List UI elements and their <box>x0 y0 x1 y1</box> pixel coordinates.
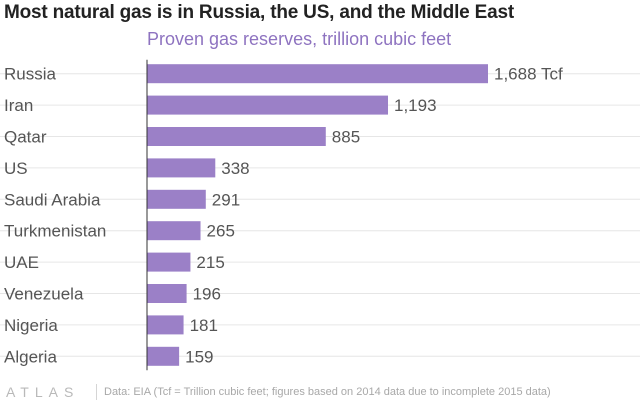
category-label: Venezuela <box>4 285 84 304</box>
value-label: 885 <box>332 128 360 147</box>
value-label: 196 <box>193 285 221 304</box>
value-label: 215 <box>196 253 224 272</box>
value-label: 1,193 <box>394 96 437 115</box>
bar <box>147 127 326 146</box>
category-label: Turkmenistan <box>4 222 106 241</box>
bar-chart: Russia 1,688 Tcf Iran 1,193 Qatar 885 US 338 Sau… <box>0 59 640 371</box>
value-label: 338 <box>221 159 249 178</box>
bar <box>147 284 187 303</box>
value-label: 159 <box>185 347 213 366</box>
category-label: Qatar <box>4 128 47 147</box>
bar <box>147 158 216 178</box>
bar <box>147 64 488 84</box>
bar <box>147 315 184 335</box>
category-label: Nigeria <box>4 316 58 335</box>
category-label: US <box>4 159 28 178</box>
footer: ATLAS Data: EIA (Tcf = Trillion cubic fe… <box>0 382 644 404</box>
source-note: Data: EIA (Tcf = Trillion cubic feet; fi… <box>104 386 551 398</box>
value-label: 181 <box>190 316 218 335</box>
category-label: Russia <box>4 65 57 84</box>
chart-subtitle: Proven gas reserves, trillion cubic feet <box>147 29 452 49</box>
bar <box>147 221 201 241</box>
category-label: Saudi Arabia <box>4 190 101 209</box>
footer-divider <box>96 384 97 400</box>
value-label: 265 <box>207 222 235 241</box>
bar <box>147 95 389 115</box>
value-label: 291 <box>212 190 240 209</box>
bar <box>147 189 206 209</box>
atlas-logo: ATLAS <box>6 384 80 400</box>
bar <box>147 252 191 272</box>
chart-title: Most natural gas is in Russia, the US, a… <box>4 2 514 23</box>
category-label: Iran <box>4 96 33 115</box>
category-label: Algeria <box>4 347 57 366</box>
value-label: 1,688 Tcf <box>494 65 563 84</box>
category-label: UAE <box>4 253 39 272</box>
bar <box>147 346 180 366</box>
